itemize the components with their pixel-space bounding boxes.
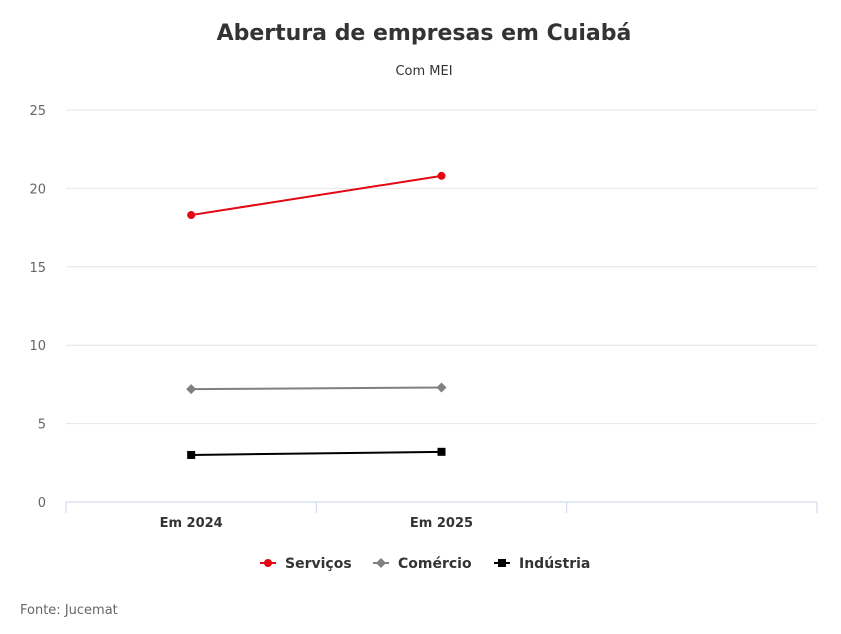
y-tick-label: 10 xyxy=(29,339,46,354)
x-tick-label: Em 2025 xyxy=(410,516,473,531)
chart-credit: Fonte: Jucemat xyxy=(20,603,118,618)
y-tick-label: 5 xyxy=(38,418,46,433)
data-point xyxy=(187,450,196,459)
data-point xyxy=(437,447,446,456)
legend-item-indústria[interactable]: Indústria xyxy=(519,556,590,572)
chart-subtitle: Com MEI xyxy=(395,64,452,79)
legend-item-serviços[interactable]: Serviços xyxy=(285,556,352,572)
data-point xyxy=(436,382,447,393)
legend-marker xyxy=(376,558,386,568)
data-point xyxy=(186,384,197,395)
legend-marker xyxy=(264,559,272,567)
series-line-comércio xyxy=(191,386,442,391)
x-tick-label: Em 2024 xyxy=(160,516,223,531)
legend-item-comércio[interactable]: Comércio xyxy=(398,556,472,572)
y-tick-label: 25 xyxy=(29,104,46,119)
chart-title: Abertura de empresas em Cuiabá xyxy=(217,21,632,46)
y-tick-label: 0 xyxy=(38,496,46,511)
legend-marker xyxy=(498,559,506,567)
data-point xyxy=(187,211,196,220)
y-tick-label: 15 xyxy=(29,261,46,276)
y-tick-label: 20 xyxy=(29,182,46,197)
series-line-indústria xyxy=(191,450,442,456)
data-point xyxy=(437,171,446,180)
series-line-serviços xyxy=(191,174,442,217)
